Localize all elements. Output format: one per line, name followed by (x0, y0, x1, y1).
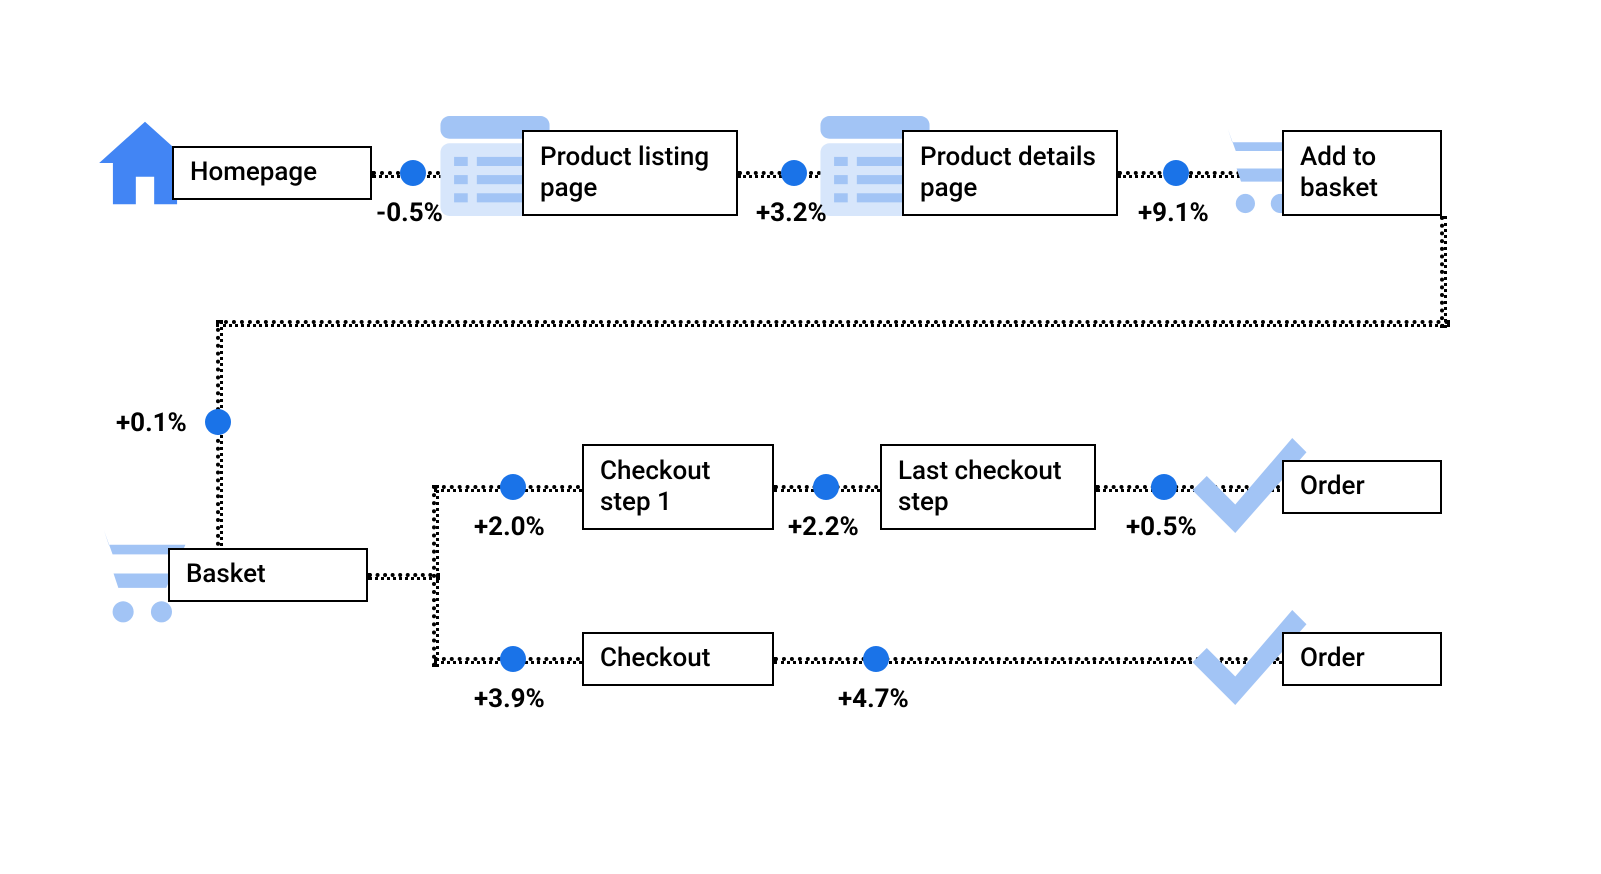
edge-metric: +3.2% (756, 198, 827, 228)
connector (1440, 216, 1447, 328)
connector (432, 485, 439, 667)
edge-metric: +9.1% (1138, 198, 1209, 228)
node-checkout-step1: Checkout step 1 (582, 444, 774, 530)
edge-dot (1151, 474, 1177, 500)
node-pdp: Product details page (902, 130, 1118, 216)
edge-dot (500, 474, 526, 500)
node-order-top: Order (1282, 460, 1442, 514)
edge-dot (500, 646, 526, 672)
node-label: Checkout step 1 (600, 456, 756, 518)
node-last-checkout: Last checkout step (880, 444, 1096, 530)
node-label: Add to basket (1300, 142, 1424, 204)
edge-dot (400, 160, 426, 186)
node-order-bottom: Order (1282, 632, 1442, 686)
edge-metric: +3.9% (474, 684, 545, 714)
edge-dot (813, 474, 839, 500)
edge-metric: -0.5% (376, 198, 443, 228)
node-label: Checkout (600, 643, 710, 674)
node-plp: Product listing page (522, 130, 738, 216)
edge-dot (1163, 160, 1189, 186)
node-label: Last checkout step (898, 456, 1078, 518)
edge-metric: +0.5% (1126, 512, 1197, 542)
node-label: Order (1300, 643, 1365, 674)
connector (368, 573, 440, 580)
node-checkout-single: Checkout (582, 632, 774, 686)
connector (216, 320, 223, 554)
connector (216, 320, 1450, 327)
edge-metric: +0.1% (116, 408, 187, 438)
node-add-basket: Add to basket (1282, 130, 1442, 216)
edge-metric: +4.7% (838, 684, 909, 714)
node-label: Basket (186, 559, 266, 590)
node-label: Product listing page (540, 142, 720, 204)
node-basket: Basket (168, 548, 368, 602)
edge-dot (863, 646, 889, 672)
edge-dot (781, 160, 807, 186)
node-label: Homepage (190, 157, 317, 188)
flowchart-canvas: Homepage Product listing page Product de… (0, 0, 1601, 874)
node-label: Order (1300, 471, 1365, 502)
node-homepage: Homepage (172, 146, 372, 200)
node-label: Product details page (920, 142, 1100, 204)
edge-dot (205, 409, 231, 435)
edge-metric: +2.0% (474, 512, 545, 542)
edge-metric: +2.2% (788, 512, 859, 542)
